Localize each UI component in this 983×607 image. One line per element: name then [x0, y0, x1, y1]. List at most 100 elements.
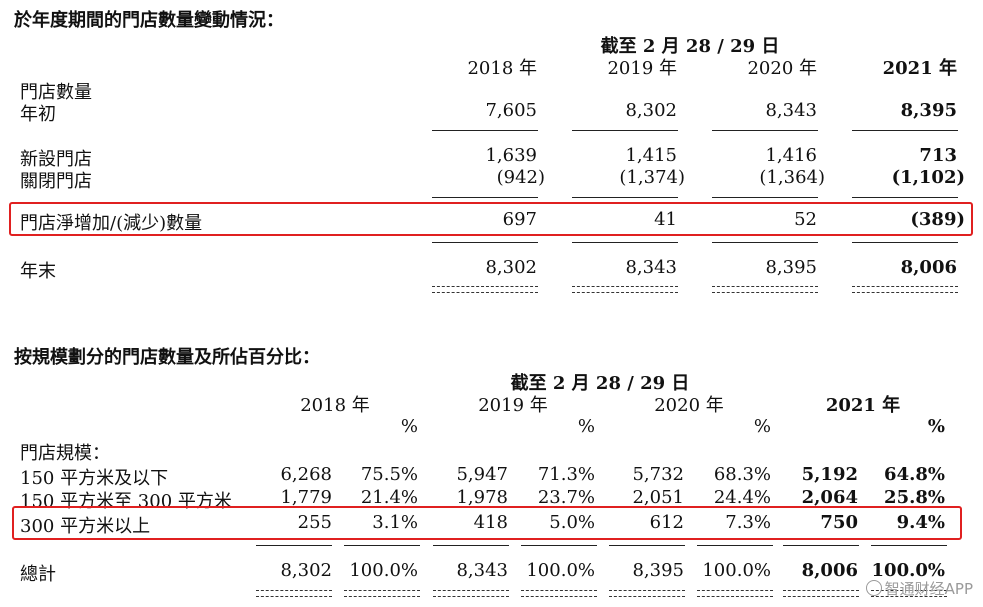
table2-double-rule: [609, 590, 685, 591]
table2-row-label: 300 平方米以上: [20, 516, 151, 537]
watermark-text: 智通财经APP: [884, 580, 973, 598]
table1-year-2019: 2019 年: [607, 58, 677, 79]
table2-cell: 255: [297, 512, 332, 533]
table2-double-rule: [697, 590, 773, 591]
table1-double-rule: [432, 292, 538, 293]
table1-cell: 697: [502, 209, 537, 230]
table1-cell: 8,006: [900, 257, 957, 278]
table2-cell: 5,732: [632, 464, 684, 485]
table2-cell: 21.4%: [360, 487, 418, 508]
table2-rule: [344, 545, 420, 546]
table2-double-rule: [433, 590, 509, 591]
watermark: 智通财经APP: [865, 578, 973, 599]
table1-double-rule: [852, 292, 958, 293]
table1-rule: [432, 242, 538, 243]
table2-pct-header: %: [927, 416, 945, 437]
table1-year-2020: 2020 年: [747, 58, 817, 79]
table2-cell: 5,192: [801, 464, 858, 485]
table1-cell: 8,395: [900, 100, 957, 121]
table2-rule: [256, 545, 332, 546]
table2-cell: 5,947: [456, 464, 508, 485]
table2-cell: 68.3%: [713, 464, 771, 485]
table1-cell: 8,302: [485, 257, 537, 278]
table2-cell: 2,051: [632, 487, 684, 508]
table2-cell: 100.0%: [871, 560, 945, 581]
table1-cell: 8,343: [625, 257, 677, 278]
table1-double-rule: [572, 292, 678, 293]
table1-double-rule: [572, 286, 678, 287]
table2-cell: 9.4%: [896, 512, 945, 533]
table2-rule: [871, 545, 947, 546]
table2-double-rule: [609, 596, 685, 597]
table2-cell: 8,302: [280, 560, 332, 581]
table2-cell: 71.3%: [537, 464, 595, 485]
table2-rule: [697, 545, 773, 546]
table2-pct-header: %: [577, 416, 595, 437]
table1-rule: [432, 197, 538, 198]
table1-cell: 713: [919, 145, 957, 166]
table2-cell: 24.4%: [713, 487, 771, 508]
table1-year-2018: 2018 年: [467, 58, 537, 79]
table2-cell: 75.5%: [360, 464, 418, 485]
table2-section-label: 門店規模：: [20, 443, 110, 464]
table2-cell: 8,006: [801, 560, 858, 581]
table1-cell: 7,605: [485, 100, 537, 121]
table2-rule: [521, 545, 597, 546]
table2-cell: 64.8%: [884, 464, 945, 485]
table1-row-label: 年末: [20, 261, 56, 282]
table2-double-rule: [521, 596, 597, 597]
table1-cell: 41: [654, 209, 677, 230]
table2-double-rule: [521, 590, 597, 591]
table2-cell: 1,978: [456, 487, 508, 508]
table1-rule: [852, 130, 958, 131]
table2-year-2019: 2019 年: [478, 395, 548, 416]
table2-year-2020: 2020 年: [654, 395, 724, 416]
highlight-box-net-change: [9, 202, 973, 236]
table2-double-rule: [256, 596, 332, 597]
table2-cell: 7.3%: [725, 512, 771, 533]
table1-cell: 52: [794, 209, 817, 230]
table1-row-label: 年初: [20, 104, 56, 125]
table1-row-label: 關閉門店: [20, 171, 92, 192]
table2-pct-header: %: [753, 416, 771, 437]
table2-double-rule: [783, 596, 859, 597]
table1-section-label: 門店數量: [20, 82, 92, 103]
table2-year-2018: 2018 年: [300, 395, 370, 416]
table1-rule: [572, 197, 678, 198]
table1-double-rule: [432, 286, 538, 287]
table2-double-rule: [433, 596, 509, 597]
table1-row-label: 新設門店: [20, 149, 92, 170]
table2-title: 按規模劃分的門店數量及所佔百分比：: [14, 347, 320, 368]
table2-cell: 750: [820, 512, 858, 533]
table1-cell: 1,639: [485, 145, 537, 166]
table2-double-rule: [871, 590, 947, 591]
table2-cell: 5.0%: [549, 512, 595, 533]
table2-pct-header: %: [400, 416, 418, 437]
table2-double-rule: [256, 590, 332, 591]
table2-row-label: 總計: [20, 564, 56, 585]
table1-rule: [852, 197, 958, 198]
table2-cell: 100.0%: [702, 560, 771, 581]
table1-double-rule: [712, 292, 818, 293]
table2-cell: 23.7%: [537, 487, 595, 508]
table2-row-label: 150 平方米及以下: [20, 468, 169, 489]
table2-double-rule: [871, 596, 947, 597]
table1-cell: (942): [496, 167, 545, 188]
table1-cell: (1,374): [619, 167, 685, 188]
table2-cell: 1,779: [280, 487, 332, 508]
table1-rule: [432, 130, 538, 131]
table2-cell: 6,268: [280, 464, 332, 485]
table1-cell: 8,302: [625, 100, 677, 121]
table2-rule: [783, 545, 859, 546]
table1-cell: 1,416: [765, 145, 817, 166]
table2-double-rule: [344, 596, 420, 597]
table2-double-rule: [344, 590, 420, 591]
highlight-box-large-stores: [12, 506, 962, 540]
table1-rule: [852, 242, 958, 243]
watermark-logo-icon: [865, 580, 882, 596]
table2-rule: [609, 545, 685, 546]
table1-cell: (389): [910, 209, 965, 230]
table1-row-label: 門店淨增加/(減少)數量: [20, 213, 203, 234]
table2-rule: [433, 545, 509, 546]
table1-cell: (1,102): [891, 167, 965, 188]
